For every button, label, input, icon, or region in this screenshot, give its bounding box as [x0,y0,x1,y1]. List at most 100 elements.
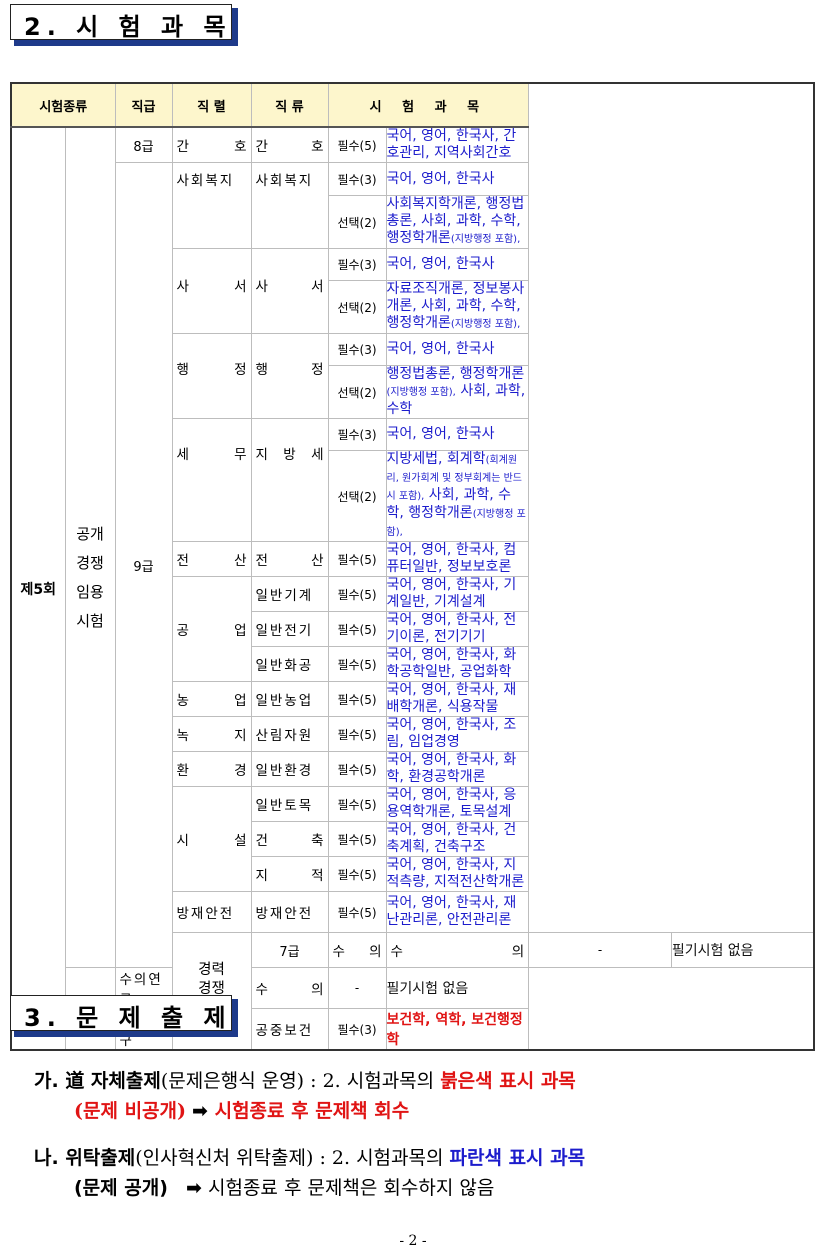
class-public-health: 공중보건 [250,1008,329,1051]
class-mech: 일반기계 [250,576,329,612]
subjects: 필기시험 없음 [385,967,530,1009]
header-subjects: 시 험 과 목 [327,82,530,128]
subjects: 국어, 영어, 한국사, 화학공학일반, 공업화학 [385,646,530,682]
requirement: 필수(5) [327,856,387,892]
grade-7: 7급 [250,932,329,968]
subjects: 국어, 영어, 한국사 [385,162,530,196]
subjects: 필기시험 없음 [670,932,815,968]
item-a-desc: (문제은행식 운영) : 2. 시험과목의 [160,1070,441,1092]
header-grade: 직급 [114,82,173,128]
item-b-result: 시험종료 후 문제책은 회수하지 않음 [201,1177,495,1199]
section-2-heading: 2. 시 험 과 목 [10,4,238,46]
table-row: 방재안전 방재안전 필수(5) 국어, 영어, 한국사, 재난관리론, 안전관리… [11,891,814,933]
requirement: 필수(5) [327,891,387,933]
table-row: 선택(2) 자료조직개론, 정보봉사개론, 사회, 과학, 수학, 행정학개론(… [11,280,814,334]
item-a-result: 시험종료 후 문제책 회수 [207,1100,410,1122]
item-a-note: (문제 비공개) [74,1100,186,1122]
requirement: 필수(5) [327,751,387,787]
heading-shadow [232,999,238,1037]
subjects: 국어, 영어, 한국사 [385,333,530,366]
requirement: 필수(3) [327,162,387,196]
section-2-title: 2. 시 험 과 목 [24,13,232,41]
class-forest: 산림자원 [250,716,329,752]
item-a-label: 가. 道 자체출제 [34,1070,161,1092]
requirement: 선택(2) [327,365,387,419]
item-b-desc: (인사혁신처 위탁출제) : 2. 시험과목의 [135,1147,450,1169]
heading-shadow [14,40,238,46]
arrow-icon: ➡ [192,1100,208,1122]
arrow-icon: ➡ [186,1177,202,1199]
requirement: 필수(5) [327,126,387,163]
item-b-label: 나. 위탁출제 [34,1147,136,1169]
section-3-heading: 3. 문 제 출 제 [10,995,238,1037]
subjects: 국어, 영어, 한국사 [385,418,530,451]
subjects: 국어, 영어, 한국사, 전기이론, 전기기기 [385,611,530,647]
section-3-title: 3. 문 제 출 제 [24,1004,232,1032]
exam-subjects-table: 시험종류 직급 직 렬 직 류 시 험 과 목 제5회 공개 경쟁 임용 시험 … [10,82,815,1051]
item-a: 가. 道 자체출제(문제은행식 운영) : 2. 시험과목의 붉은색 표시 과목… [34,1066,576,1126]
requirement: 필수(5) [327,576,387,612]
heading-box [10,4,232,40]
table-row: 선택(2) 지방세법, 회계학(회계원리, 원가회계 및 정부회계는 반드시 포… [11,450,814,542]
table-row: 일반전기 필수(5) 국어, 영어, 한국사, 전기이론, 전기기기 [11,611,814,647]
item-b-note: (문제 공개) [74,1177,168,1199]
class-safety: 방재안전 [250,891,329,933]
table-row: 9급 사회복지 사회복지 필수(3) 국어, 영어, 한국사 [11,162,814,968]
table-header-row: 시험종류 직급 직 렬 직 류 시 험 과 목 [10,82,814,128]
item-a-colored: 붉은색 표시 과목 [440,1070,576,1092]
heading-box [10,995,232,1031]
requirement: 필수(5) [327,716,387,752]
requirement: 선택(2) [327,195,387,249]
table-row: 선택(2) 사회복지학개론, 행정법총론, 사회, 과학, 수학, 행정학개론(… [11,195,814,249]
open-competition-cell: 공개 경쟁 임용 시험 [64,126,116,968]
requirement: 필수(5) [327,681,387,717]
subjects: 국어, 영어, 한국사, 화학, 환경공학개론 [385,751,530,787]
page-number: - 2 - [399,1233,427,1249]
header-class: 직 류 [250,82,329,128]
class-elec: 일반전기 [250,611,329,647]
requirement: 필수(3) [327,248,387,281]
table-row: 선택(2) 행정법총론, 행정학개론(지방행정 포함), 사회, 과학, 수학 [11,365,814,419]
requirement: 필수(5) [327,541,387,577]
header-exam-type: 시험종류 [10,82,116,128]
class-welfare: 사회복지 [250,162,329,249]
requirement: 필수(5) [327,611,387,647]
requirement: - [327,967,387,1009]
class-env: 일반환경 [250,751,329,787]
heading-shadow [14,1031,238,1037]
subjects: 국어, 영어, 한국사, 컴퓨터일반, 정보보호론 [385,541,530,577]
subjects: 국어, 영어, 한국사, 응용역학개론, 토목설계 [385,786,530,822]
requirement: 필수(5) [327,646,387,682]
subjects: 국어, 영어, 한국사, 재배학개론, 식용작물 [385,681,530,717]
heading-shadow [232,8,238,46]
grade-8: 8급 [114,126,173,163]
subjects: 지방세법, 회계학(회계원리, 원가회계 및 정부회계는 반드시 포함), 사회… [385,450,530,542]
round-cell: 제5회 [10,126,66,1051]
subjects: 국어, 영어, 한국사, 조림, 임업경영 [385,716,530,752]
class-civil: 일반토목 [250,786,329,822]
subjects: 보건학, 역학, 보건행정학 [385,1008,530,1051]
requirement: 필수(5) [327,786,387,822]
